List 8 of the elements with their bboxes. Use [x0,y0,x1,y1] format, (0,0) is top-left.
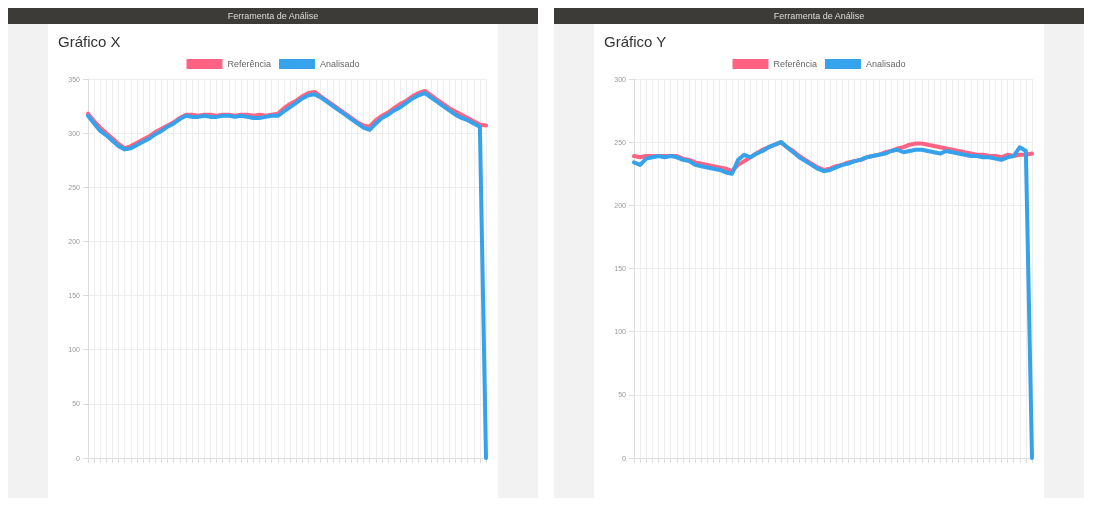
chart-title: Gráfico X [58,33,121,50]
legend-label: Analisado [866,59,906,69]
legend-label: Referência [773,59,818,69]
text: Ferramenta de Análise [227,11,319,21]
legend-label: Referência [227,59,272,69]
legend-label: Analisado [320,59,360,69]
chart-title: Gráfico Y [604,33,667,50]
text: Ferramenta de Análise [773,11,865,21]
